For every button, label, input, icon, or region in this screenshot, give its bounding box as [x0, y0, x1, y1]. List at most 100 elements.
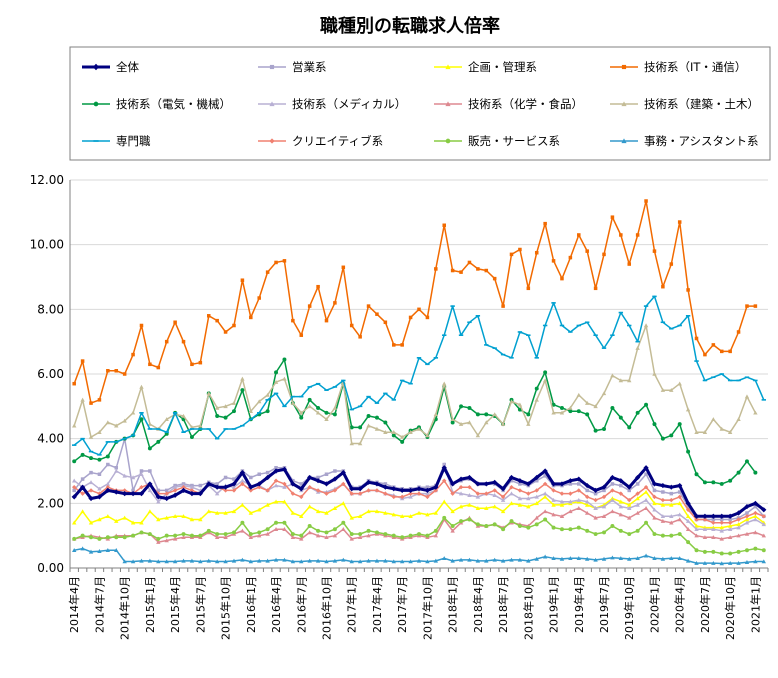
data-point [433, 484, 439, 490]
data-point [526, 286, 531, 291]
data-point [114, 423, 119, 428]
data-point [265, 409, 270, 414]
data-point [274, 370, 279, 375]
data-point [601, 514, 607, 519]
data-point [114, 369, 119, 373]
data-point [273, 499, 279, 504]
data-point [509, 252, 514, 257]
legend-label: クリエイティブ系 [292, 134, 383, 148]
data-point [635, 410, 640, 415]
data-point [644, 402, 649, 407]
data-point [577, 233, 581, 237]
data-point [635, 345, 640, 350]
data-point [567, 478, 573, 484]
data-point [357, 491, 363, 496]
data-point [164, 559, 169, 564]
data-point [660, 497, 666, 503]
data-point [341, 501, 346, 506]
data-point [256, 481, 262, 487]
data-point [576, 488, 581, 493]
data-point [282, 405, 287, 408]
data-point [433, 533, 439, 538]
data-point [282, 557, 287, 562]
data-point [408, 514, 413, 519]
data-point [685, 315, 691, 317]
legend-item: 全体 [82, 60, 139, 74]
data-point [719, 481, 724, 486]
data-point [677, 220, 682, 224]
data-point [442, 478, 447, 483]
data-point [736, 330, 741, 334]
legend: 全体 営業系 企画・管理系 技術系（IT・通信） 技術系（電気・機械） 技術系（メディカル… [82, 60, 759, 148]
data-point [526, 496, 531, 501]
data-point [223, 415, 228, 420]
data-point [677, 556, 682, 561]
data-point [543, 517, 548, 522]
data-point [408, 430, 413, 434]
data-point [425, 494, 430, 500]
data-point [593, 491, 598, 496]
data-point [694, 336, 699, 341]
data-point [172, 514, 178, 519]
data-point [702, 535, 708, 540]
series-8 [72, 323, 758, 446]
data-point [518, 482, 522, 486]
data-point [130, 559, 136, 564]
data-point [231, 484, 237, 489]
data-point [358, 532, 363, 537]
data-point [282, 376, 287, 381]
data-point [357, 405, 363, 408]
data-point [164, 533, 169, 538]
data-point [542, 494, 548, 499]
data-point [703, 352, 707, 357]
data-point [156, 428, 161, 430]
x-tick-label: 2015年7月 [193, 576, 207, 633]
data-point [744, 517, 750, 522]
data-point [399, 494, 405, 500]
data-point [408, 494, 413, 499]
data-point [501, 304, 505, 308]
data-point [459, 404, 464, 409]
data-point [744, 459, 749, 464]
data-point [736, 533, 741, 538]
data-point [105, 484, 111, 490]
data-point [324, 510, 329, 515]
data-point [610, 373, 615, 378]
data-point [526, 491, 531, 496]
data-point [89, 535, 94, 540]
data-point [627, 324, 632, 327]
data-point [215, 532, 220, 537]
data-point [568, 527, 573, 532]
data-point [282, 520, 287, 525]
data-point [332, 476, 338, 482]
data-point [106, 462, 110, 467]
data-point [585, 528, 590, 533]
data-point [736, 379, 741, 382]
data-point [281, 466, 288, 472]
data-point [492, 347, 497, 349]
data-point [736, 522, 741, 527]
data-point [257, 507, 262, 512]
data-point [248, 484, 254, 490]
data-point [761, 548, 766, 553]
data-point [374, 481, 380, 487]
data-point [105, 535, 110, 540]
data-point [349, 425, 354, 430]
data-point [374, 426, 380, 431]
data-point [719, 536, 724, 541]
data-point [584, 494, 590, 500]
data-point [467, 502, 472, 507]
data-point [753, 470, 758, 475]
data-point [627, 262, 632, 266]
data-point [559, 556, 565, 561]
data-point [728, 478, 733, 483]
data-point [727, 527, 733, 531]
series-line [73, 200, 756, 404]
data-point [349, 491, 354, 496]
data-point [627, 505, 632, 510]
legend-item: 販売・サービス系 [434, 134, 560, 148]
data-point [425, 315, 430, 320]
data-point [88, 549, 94, 554]
data-point [525, 481, 531, 487]
data-point [576, 476, 582, 482]
